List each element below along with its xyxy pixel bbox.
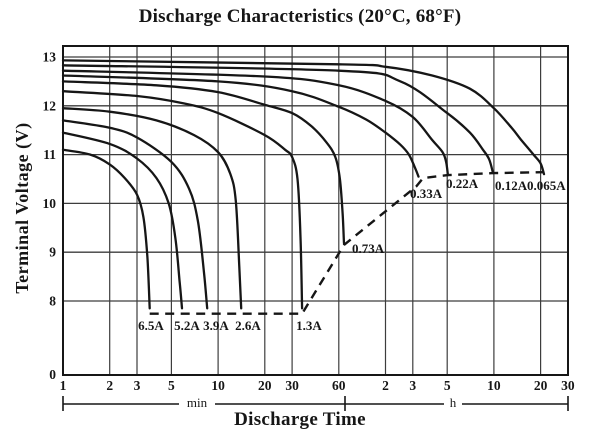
x-axis-unit-min-label: min bbox=[186, 395, 208, 410]
y-origin-label: 0 bbox=[49, 367, 56, 382]
discharge-curve-6.5A bbox=[61, 148, 151, 310]
discharge-curve-0.12A bbox=[61, 64, 495, 175]
series-label-3.9A: 3.9A bbox=[203, 318, 229, 333]
x-tick-label: 5 bbox=[444, 378, 451, 393]
x-tick-label: 3 bbox=[409, 378, 416, 393]
series-label-5.2A: 5.2A bbox=[174, 318, 200, 333]
x-tick-label: 10 bbox=[487, 378, 501, 393]
series-label-0.33A: 0.33A bbox=[410, 186, 443, 201]
series-label-0.22A: 0.22A bbox=[446, 176, 479, 191]
x-axis-unit-hours-label: h bbox=[449, 395, 457, 410]
y-tick-label: 8 bbox=[49, 294, 56, 309]
x-tick-label: 1 bbox=[60, 378, 67, 393]
series-label-2.6A: 2.6A bbox=[235, 318, 261, 333]
x-tick-label: 20 bbox=[534, 378, 548, 393]
x-tick-label: 5 bbox=[168, 378, 175, 393]
series-label-0.73A: 0.73A bbox=[352, 241, 385, 256]
x-tick-label: 60 bbox=[332, 378, 346, 393]
series-label-0.065A: 0.065A bbox=[527, 178, 566, 193]
discharge-curve-0.33A bbox=[61, 74, 420, 178]
series-label-0.12A: 0.12A bbox=[495, 178, 528, 193]
plot-frame bbox=[62, 45, 569, 376]
discharge-curve-0.22A bbox=[61, 69, 450, 177]
x-tick-label: 20 bbox=[258, 378, 272, 393]
x-axis-title: Discharge Time bbox=[234, 409, 366, 430]
y-tick-label: 9 bbox=[49, 245, 56, 260]
chart-title: Discharge Characteristics (20°C, 68°F) bbox=[138, 6, 462, 27]
y-tick-label: 13 bbox=[43, 50, 57, 65]
series-label-6.5A: 6.5A bbox=[138, 318, 164, 333]
x-tick-label: 3 bbox=[134, 378, 141, 393]
discharge-curve-0.065A bbox=[61, 59, 546, 176]
y-tick-label: 10 bbox=[43, 196, 57, 211]
discharge-curve-0.73A bbox=[61, 80, 346, 245]
y-tick-label: 12 bbox=[43, 98, 57, 113]
x-tick-label: 2 bbox=[106, 378, 113, 393]
discharge-curve-2.6A bbox=[61, 107, 243, 310]
x-tick-label: 30 bbox=[561, 378, 575, 393]
discharge-curve-1.3A bbox=[61, 90, 304, 310]
x-tick-label: 2 bbox=[382, 378, 389, 393]
x-tick-label: 10 bbox=[211, 378, 225, 393]
cutoff-dashed-line bbox=[149, 171, 545, 315]
discharge-curve-5.2A bbox=[61, 131, 184, 310]
discharge-curve-3.9A bbox=[61, 119, 209, 310]
x-tick-label: 30 bbox=[285, 378, 299, 393]
series-label-1.3A: 1.3A bbox=[296, 318, 322, 333]
y-tick-label: 11 bbox=[43, 147, 56, 162]
